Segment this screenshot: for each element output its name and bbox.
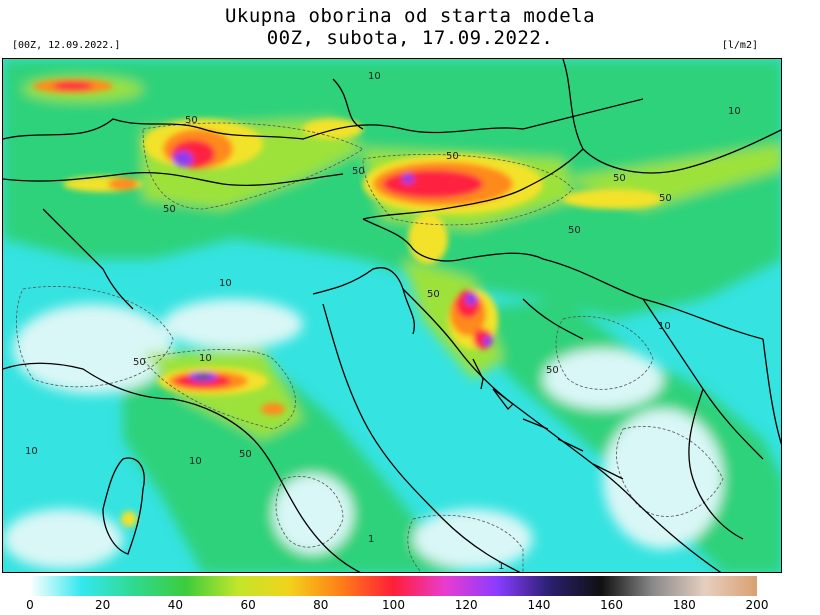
contour-label: 10 (25, 446, 38, 457)
colorbar-tick-label: 0 (26, 598, 34, 612)
contour-label: 10 (728, 106, 741, 117)
contour-label: 10 (189, 456, 202, 467)
colorbar-tick-label: 60 (240, 598, 256, 612)
contour-label: 1 (368, 534, 374, 545)
map-subtitle: 00Z, subota, 17.09.2022. (266, 27, 554, 49)
coastlines-borders (3, 59, 781, 572)
contour-label: 50 (239, 449, 252, 460)
colorbar-tick-label: 160 (600, 598, 624, 612)
contour-label: 50 (133, 357, 146, 368)
contour-label: 50 (546, 365, 559, 376)
contour-label: 50 (568, 225, 581, 236)
colorbar-tick-label: 180 (672, 598, 696, 612)
contour-label: 50 (185, 115, 198, 126)
unit-label: [l/m2] (721, 40, 758, 51)
map-canvas: 10 50 50 50 50 50 50 50 10 50 50 10 50 5… (3, 59, 781, 572)
contour-label: 50 (446, 151, 459, 162)
precipitation-map: 10 50 50 50 50 50 50 50 10 50 50 10 50 5… (2, 58, 782, 573)
colorbar-tick-label: 80 (313, 598, 329, 612)
contour-label: 50 (427, 289, 440, 300)
contour-label: 10 (219, 278, 232, 289)
colorbar (30, 576, 757, 596)
contour-label: 50 (613, 173, 626, 184)
contour-lines (16, 122, 724, 572)
contour-label: 10 (199, 353, 212, 364)
contour-label: 10 (658, 321, 671, 332)
contour-label: 50 (659, 193, 672, 204)
colorbar-tick-label: 40 (167, 598, 184, 612)
model-run-label: [00Z, 12.09.2022.] (12, 40, 121, 51)
precipitation-field (3, 59, 781, 572)
colorbar-tick-label: 120 (454, 598, 478, 612)
contour-label: 50 (163, 204, 176, 215)
colorbar-tick-label: 20 (95, 598, 111, 612)
colorbar-tick-label: 140 (527, 598, 551, 612)
colorbar-tick-label: 200 (745, 598, 769, 612)
map-title: Ukupna oborina od starta modela (224, 5, 596, 27)
contour-label: 10 (368, 71, 381, 82)
contour-labels: 10 50 50 50 50 50 50 50 10 50 50 10 50 5… (25, 71, 741, 572)
colorbar-tick-label: 100 (382, 598, 405, 612)
contour-label: 50 (352, 166, 365, 177)
contour-label: 1 (498, 561, 504, 572)
